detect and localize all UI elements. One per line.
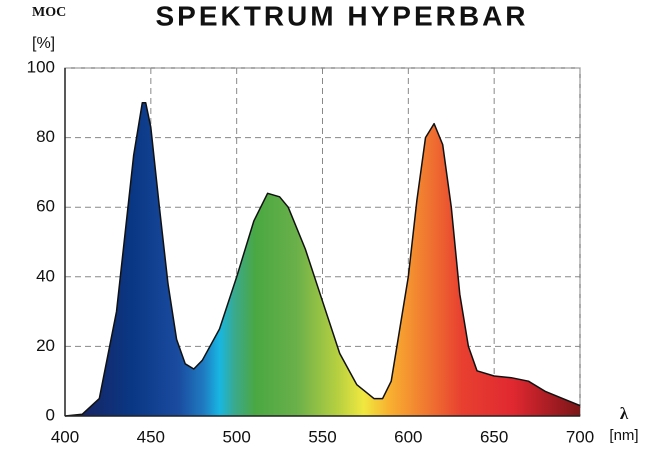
y-tick-label: 60 — [36, 197, 55, 216]
x-tick-label: 700 — [566, 427, 594, 446]
x-tick-label: 450 — [137, 427, 165, 446]
y-label: MOC — [32, 5, 66, 20]
y-tick-label: 20 — [36, 336, 55, 355]
x-tick-label: 650 — [480, 427, 508, 446]
x-tick-label: 400 — [51, 427, 79, 446]
y-tick-label: 40 — [36, 266, 55, 285]
x-tick-label: 500 — [222, 427, 250, 446]
spectrum-area — [65, 102, 580, 417]
x-tick-label: 550 — [308, 427, 336, 446]
y-unit: [%] — [32, 35, 55, 52]
y-tick-label: 100 — [27, 57, 55, 76]
x-tick-label: 600 — [394, 427, 422, 446]
x-unit: [nm] — [609, 427, 638, 444]
spectrum-line — [64, 102, 581, 417]
y-tick-label: 0 — [46, 405, 55, 424]
chart-title: SPEKTRUM HYPERBAR — [155, 0, 528, 31]
x-label: λ — [620, 404, 629, 423]
y-tick-label: 80 — [36, 127, 55, 146]
